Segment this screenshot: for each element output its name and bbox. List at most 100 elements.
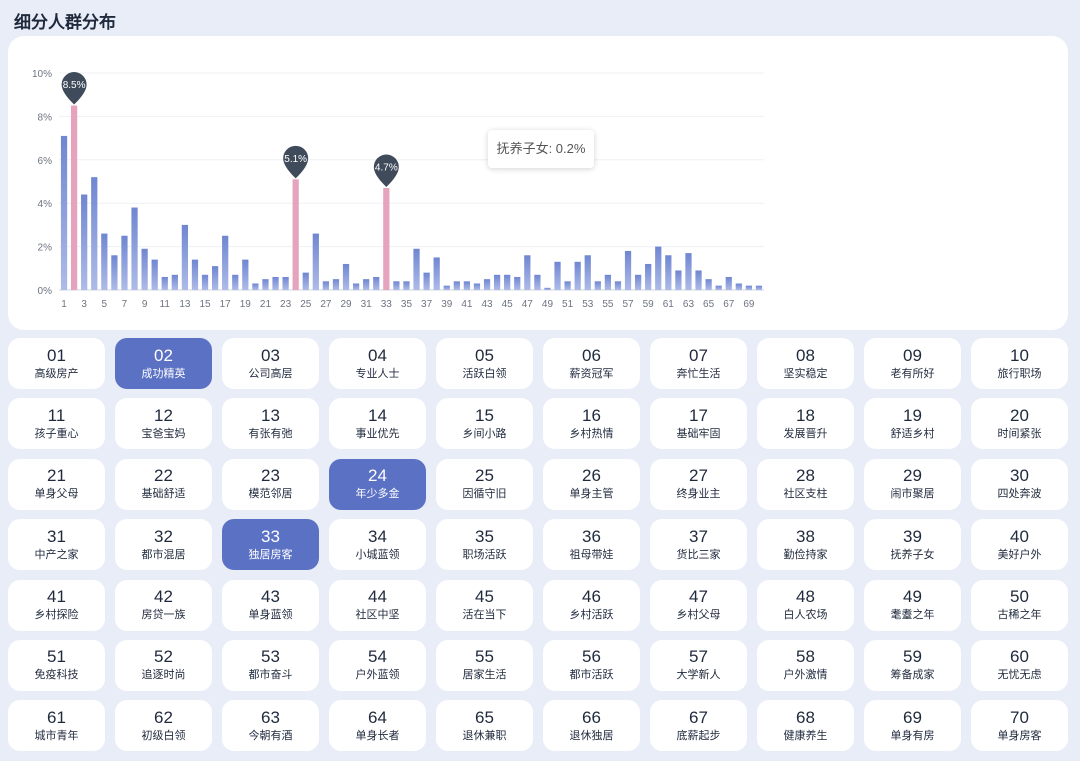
segment-cell-56[interactable]: 56 都市活跃 xyxy=(543,639,640,691)
segment-cell-60[interactable]: 60 无忧无虑 xyxy=(971,639,1068,691)
segment-cell-32[interactable]: 32 都市混居 xyxy=(115,519,212,571)
bar-chart[interactable]: 0%2%4%6%8%10%1 3 5 7 9 11 13 15 17 19 21 23 25 27 29 31… xyxy=(8,36,1068,330)
segment-cell-08[interactable]: 08 坚实稳定 xyxy=(757,338,854,389)
segment-name: 大学新人 xyxy=(676,669,721,682)
bar-70 xyxy=(755,285,763,290)
segment-cell-68[interactable]: 68 健康养生 xyxy=(757,700,854,752)
segment-cell-58[interactable]: 58 户外激情 xyxy=(757,639,854,691)
segment-cell-17[interactable]: 17 基础牢固 xyxy=(650,398,747,450)
segment-cell-42[interactable]: 42 房贷一族 xyxy=(115,579,212,631)
segment-cell-61[interactable]: 61 城市青年 xyxy=(8,700,105,752)
segment-cell-26[interactable]: 26 单身主管 xyxy=(543,458,640,510)
segment-cell-36[interactable]: 36 祖母带娃 xyxy=(543,519,640,571)
segment-cell-69[interactable]: 69 单身有房 xyxy=(864,700,961,752)
segment-cell-33[interactable]: 33 独居房客 xyxy=(222,519,319,571)
segment-cell-05[interactable]: 05 活跃白领 xyxy=(436,338,533,389)
segment-name: 都市活跃 xyxy=(569,669,614,682)
segment-cell-44[interactable]: 44 社区中坚 xyxy=(329,579,426,631)
segment-cell-03[interactable]: 03 公司高层 xyxy=(222,338,319,389)
segment-cell-62[interactable]: 62 初级白领 xyxy=(115,700,212,752)
value-pin xyxy=(283,145,309,179)
segment-cell-35[interactable]: 35 职场活跃 xyxy=(436,519,533,571)
segment-name: 年少多金 xyxy=(355,488,400,501)
x-tick-label: 29 xyxy=(340,299,352,310)
segment-cell-27[interactable]: 27 终身业主 xyxy=(650,458,747,510)
segment-cell-54[interactable]: 54 户外蓝领 xyxy=(329,639,426,691)
bar-55 xyxy=(604,274,612,290)
segment-cell-25[interactable]: 25 因循守旧 xyxy=(436,458,533,510)
segment-number: 05 xyxy=(475,345,494,365)
segment-name: 因循守旧 xyxy=(462,488,507,501)
segment-cell-38[interactable]: 38 勤俭持家 xyxy=(757,519,854,571)
segment-cell-13[interactable]: 13 有张有弛 xyxy=(222,398,319,450)
segment-number: 18 xyxy=(796,405,815,425)
segment-cell-52[interactable]: 52 追逐时尚 xyxy=(115,639,212,691)
x-tick-label: 21 xyxy=(260,299,272,310)
segment-cell-29[interactable]: 29 闹市聚居 xyxy=(864,458,961,510)
segment-cell-20[interactable]: 20 时间紧张 xyxy=(971,398,1068,450)
segment-cell-11[interactable]: 11 孩子重心 xyxy=(8,398,105,450)
x-tick-label: 5 xyxy=(102,299,108,310)
segment-cell-47[interactable]: 47 乡村父母 xyxy=(650,579,747,631)
segment-cell-64[interactable]: 64 单身长者 xyxy=(329,700,426,752)
segment-cell-63[interactable]: 63 今朝有酒 xyxy=(222,700,319,752)
segment-cell-43[interactable]: 43 单身蓝领 xyxy=(222,579,319,631)
segment-number: 34 xyxy=(368,526,387,546)
segment-cell-41[interactable]: 41 乡村探险 xyxy=(8,579,105,631)
segment-cell-40[interactable]: 40 美好户外 xyxy=(971,519,1068,571)
segment-cell-66[interactable]: 66 退休独居 xyxy=(543,700,640,752)
segment-cell-30[interactable]: 30 四处奔波 xyxy=(971,458,1068,510)
segment-cell-51[interactable]: 51 免疫科技 xyxy=(8,639,105,691)
segment-cell-21[interactable]: 21 单身父母 xyxy=(8,458,105,510)
segment-cell-57[interactable]: 57 大学新人 xyxy=(650,639,747,691)
segment-cell-16[interactable]: 16 乡村热情 xyxy=(543,398,640,450)
segment-cell-45[interactable]: 45 活在当下 xyxy=(436,579,533,631)
x-tick-label: 17 xyxy=(220,299,232,310)
segment-cell-70[interactable]: 70 单身房客 xyxy=(971,700,1068,752)
segment-cell-12[interactable]: 12 宝爸宝妈 xyxy=(115,398,212,450)
segment-cell-10[interactable]: 10 旅行职场 xyxy=(971,338,1068,389)
segment-cell-02[interactable]: 02 成功精英 xyxy=(115,338,212,389)
segment-cell-06[interactable]: 06 薪资冠军 xyxy=(543,338,640,389)
segment-cell-46[interactable]: 46 乡村活跃 xyxy=(543,579,640,631)
segment-cell-22[interactable]: 22 基础舒适 xyxy=(115,458,212,510)
segment-name: 无忧无虑 xyxy=(997,669,1042,682)
segment-cell-53[interactable]: 53 都市奋斗 xyxy=(222,639,319,691)
bar-64 xyxy=(695,270,702,290)
segment-cell-18[interactable]: 18 发展晋升 xyxy=(757,398,854,450)
segment-name: 奔忙生活 xyxy=(676,367,721,380)
segment-cell-15[interactable]: 15 乡间小路 xyxy=(436,398,533,450)
segment-name: 房贷一族 xyxy=(141,609,186,622)
segment-cell-01[interactable]: 01 高级房产 xyxy=(8,338,105,389)
segment-cell-07[interactable]: 07 奔忙生活 xyxy=(650,338,747,389)
x-tick-label: 53 xyxy=(582,299,594,310)
segment-name: 白人农场 xyxy=(783,609,828,622)
segment-name: 坚实稳定 xyxy=(783,367,828,380)
segment-cell-49[interactable]: 49 耄耋之年 xyxy=(864,579,961,631)
segment-cell-09[interactable]: 09 老有所好 xyxy=(864,338,961,389)
bar-32 xyxy=(373,276,380,290)
segment-cell-55[interactable]: 55 居家生活 xyxy=(436,639,533,691)
segment-cell-67[interactable]: 67 底薪起步 xyxy=(650,700,747,752)
segment-cell-14[interactable]: 14 事业优先 xyxy=(329,398,426,450)
segment-cell-28[interactable]: 28 社区支柱 xyxy=(757,458,854,510)
segment-cell-50[interactable]: 50 古稀之年 xyxy=(971,579,1068,631)
bar-66 xyxy=(715,285,722,290)
segment-cell-48[interactable]: 48 白人农场 xyxy=(757,579,854,631)
segment-number: 42 xyxy=(154,587,173,607)
segment-number: 25 xyxy=(475,466,494,486)
segment-number: 64 xyxy=(368,707,387,727)
segment-cell-23[interactable]: 23 模范邻居 xyxy=(222,458,319,510)
x-tick-label: 57 xyxy=(622,299,634,310)
segment-cell-39[interactable]: 39 抚养子女 xyxy=(864,519,961,571)
segment-cell-19[interactable]: 19 舒适乡村 xyxy=(864,398,961,450)
segment-cell-24[interactable]: 24 年少多金 xyxy=(329,458,426,510)
segment-name: 乡间小路 xyxy=(462,427,507,440)
segment-cell-31[interactable]: 31 中产之家 xyxy=(8,519,105,571)
segment-cell-65[interactable]: 65 退休兼职 xyxy=(436,700,533,752)
segment-cell-34[interactable]: 34 小城蓝领 xyxy=(329,519,426,571)
bar-60 xyxy=(655,246,662,290)
segment-cell-59[interactable]: 59 筹备成家 xyxy=(864,639,961,691)
segment-cell-04[interactable]: 04 专业人士 xyxy=(329,338,426,389)
segment-cell-37[interactable]: 37 货比三家 xyxy=(650,519,747,571)
